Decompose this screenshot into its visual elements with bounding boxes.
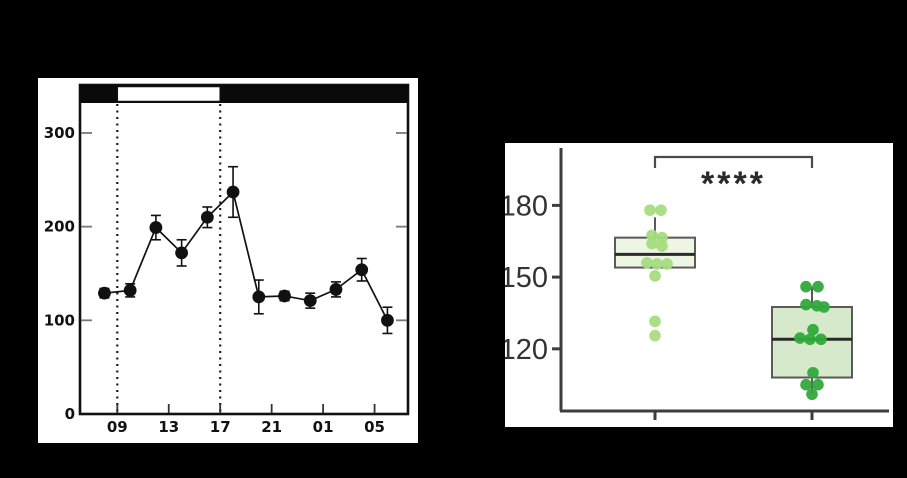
jitter-point [800,280,812,293]
jitter-point [651,258,663,270]
jitter-point [656,231,668,244]
jitter-point [646,237,658,250]
jitter-point [649,315,661,328]
data-point [252,290,266,304]
timecourse-line-chart: 0 100 200 300 09 13 17 21 01 05 [44,83,410,436]
jitter-point [815,333,827,346]
data-point [123,283,137,297]
plot-frame [78,83,410,416]
jitter-point [655,204,667,216]
data-point [303,294,317,308]
jitter-point [794,332,806,344]
x-tick-label: 09 [107,418,128,436]
jitter-point [646,229,658,242]
jitter-point [804,333,816,346]
jitter-point [641,256,653,269]
data-point [355,263,369,277]
data-point [278,289,291,303]
x-tick-label: 21 [261,418,282,436]
jitter-point [818,301,830,313]
data-point [226,185,240,199]
data-point [98,286,111,300]
x-tick-label: 05 [364,418,385,436]
y-tick-label: 200 [44,218,75,236]
y-tick-label: 300 [44,124,75,142]
x-tick-label: 13 [158,418,179,436]
jitter-point [656,240,668,252]
timecourse-chart-panel: 0 100 200 300 09 13 17 21 01 05 [38,78,418,443]
boxplot-chart-panel: 120 150 180 **** [505,143,893,427]
data-point [329,283,343,296]
y-tick-label: 180 [505,190,548,222]
jitter-point [812,378,824,391]
y-tick-label: 0 [65,405,75,423]
jitter-point [649,270,661,282]
jitter-point [812,280,824,293]
jitter-point [644,204,656,216]
jitter-point [800,298,812,311]
y-tick-label: 150 [505,262,548,294]
x-tick-label: 17 [210,418,231,436]
boxplot-chart: 120 150 180 **** [505,148,889,420]
y-tick-label: 120 [505,334,548,366]
jitter-point [661,258,673,270]
data-point [175,246,189,260]
jitter-point [807,366,819,379]
x-tick-label: 01 [313,418,334,436]
y-tick-label: 100 [44,311,75,329]
jitter-point [800,378,812,391]
data-point [200,210,214,224]
data-point [149,221,163,234]
jitter-point [806,388,818,401]
significance-bracket [653,155,814,168]
jitter-point [649,329,661,342]
significance-stars: **** [701,165,766,203]
jitter-point [807,323,819,336]
light-phase-bar [116,85,221,103]
data-point [381,313,394,327]
